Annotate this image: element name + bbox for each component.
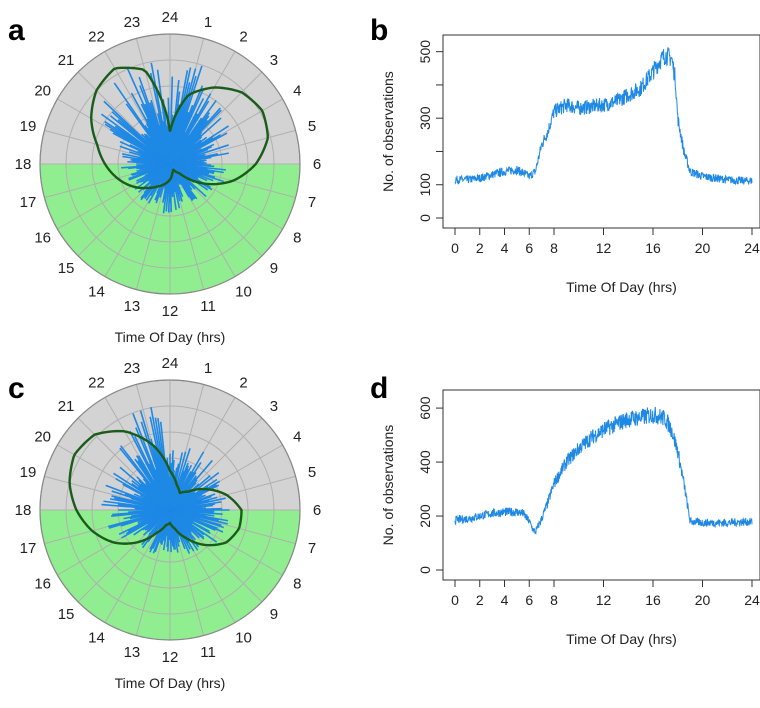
outer-ring: [39, 379, 301, 641]
hour-label: 6: [313, 502, 321, 519]
hour-label: 23: [124, 14, 141, 31]
hour-label: 13: [124, 298, 141, 315]
hour-label: 2: [239, 29, 247, 46]
hour-label: 4: [293, 429, 301, 446]
y-tick-label: 100: [417, 173, 433, 197]
bars: [101, 406, 230, 554]
x-tick-label: 0: [451, 240, 459, 256]
panel-label-a: a: [8, 14, 25, 47]
hour-label: 19: [20, 118, 37, 135]
x-tick-label: 12: [596, 240, 612, 256]
hour-label: 19: [20, 464, 37, 481]
bar: [168, 477, 171, 511]
y-tick-label: 600: [417, 396, 433, 420]
x-tick-label: 20: [695, 240, 711, 256]
hour-label: 11: [200, 644, 216, 661]
y-tick-label: 0: [417, 566, 433, 574]
hour-label: 2: [239, 375, 247, 392]
hour-label: 16: [34, 576, 51, 593]
x-tick-label: 6: [525, 240, 533, 256]
hour-label: 20: [34, 429, 51, 446]
x-tick-label: 24: [744, 592, 760, 608]
x-tick-label: 24: [744, 240, 760, 256]
hour-label: 22: [88, 29, 105, 46]
x-axis-title: Time Of Day (hrs): [115, 675, 226, 691]
x-tick-label: 0: [451, 592, 459, 608]
hour-label: 9: [270, 606, 278, 623]
hour-label: 12: [162, 303, 179, 320]
density-curve: [90, 66, 269, 190]
hour-label: 1: [204, 14, 212, 31]
x-tick-label: 8: [550, 592, 558, 608]
hour-label: 1: [204, 360, 212, 377]
hour-label: 8: [293, 230, 301, 247]
hour-label: 24: [162, 355, 179, 372]
y-tick-label: 400: [417, 450, 433, 474]
x-tick-label: 12: [596, 592, 612, 608]
y-axis-title: No. of observations: [380, 71, 396, 192]
hour-label: 5: [308, 118, 316, 135]
y-axis-title: No. of observations: [380, 425, 396, 546]
hour-label: 5: [308, 464, 316, 481]
x-tick-label: 20: [695, 592, 711, 608]
y-tick-label: 300: [417, 106, 433, 130]
hour-label: 24: [162, 9, 179, 26]
x-axis-title: Time Of Day (hrs): [566, 279, 677, 295]
panel-label-d: d: [370, 372, 388, 405]
x-tick-label: 8: [550, 240, 558, 256]
hour-label: 18: [15, 156, 32, 173]
hour-label: 15: [58, 606, 75, 623]
panel-label-b: b: [370, 14, 388, 47]
hour-label: 21: [58, 52, 75, 69]
plot-frame: [442, 389, 760, 581]
hour-label: 6: [313, 156, 321, 173]
series-line: [454, 406, 753, 535]
hour-label: 7: [308, 194, 316, 211]
series-line: [454, 47, 753, 186]
hour-label: 4: [293, 83, 301, 100]
hour-label: 22: [88, 375, 105, 392]
hour-label: 3: [270, 398, 278, 415]
x-tick-label: 4: [501, 240, 509, 256]
hour-label: 18: [15, 502, 32, 519]
x-axis-title: Time Of Day (hrs): [115, 329, 226, 345]
hour-label: 8: [293, 576, 301, 593]
hour-label: 10: [235, 283, 252, 300]
hour-label: 13: [124, 644, 141, 661]
x-tick-label: 16: [645, 592, 661, 608]
x-tick-label: 2: [476, 240, 484, 256]
hour-label: 12: [162, 649, 179, 666]
x-tick-label: 2: [476, 592, 484, 608]
y-tick-label: 0: [417, 214, 433, 222]
hour-label: 16: [34, 230, 51, 247]
hour-label: 23: [124, 360, 141, 377]
polar-chart-a: 24 1234567891011121314151617181920212223T…: [15, 9, 322, 345]
x-tick-label: 4: [501, 592, 509, 608]
x-axis-title: Time Of Day (hrs): [566, 631, 677, 647]
y-tick-label: 500: [417, 40, 433, 64]
hour-label: 7: [308, 540, 316, 557]
hour-label: 20: [34, 83, 51, 100]
outer-ring: [39, 33, 301, 295]
density-curve: [68, 429, 243, 547]
hour-label: 11: [200, 298, 216, 315]
hour-label: 15: [58, 260, 75, 277]
hour-label: 17: [20, 540, 37, 557]
plot-frame: [442, 34, 760, 229]
hour-label: 14: [88, 283, 105, 300]
polar-chart-c: 24 1234567891011121314151617181920212223T…: [15, 355, 322, 691]
hour-label: 14: [88, 629, 105, 646]
y-tick-label: 200: [417, 504, 433, 528]
hour-label: 17: [20, 194, 37, 211]
hour-label: 9: [270, 260, 278, 277]
hour-label: 21: [58, 398, 75, 415]
x-tick-label: 16: [645, 240, 661, 256]
hour-label: 3: [270, 52, 278, 69]
x-tick-label: 6: [525, 592, 533, 608]
panel-label-c: c: [8, 372, 25, 405]
hour-label: 10: [235, 629, 252, 646]
